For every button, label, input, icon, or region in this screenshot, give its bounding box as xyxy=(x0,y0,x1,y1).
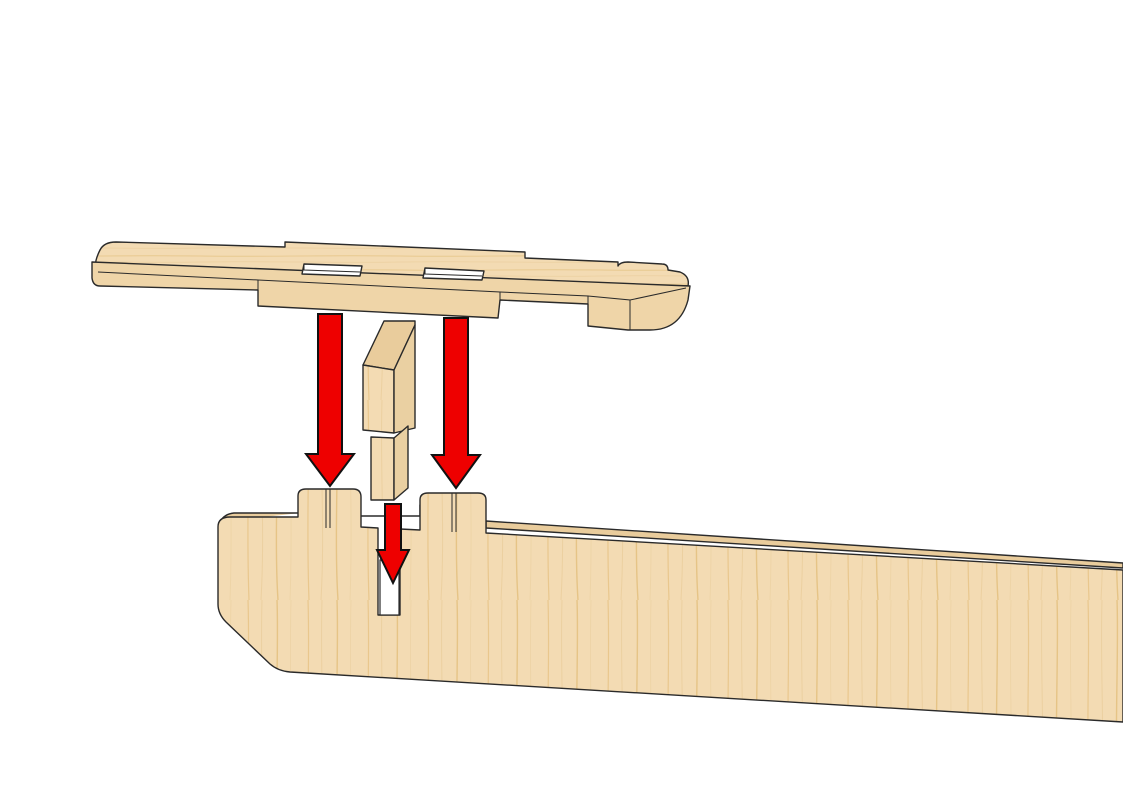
crossbar-slot-2 xyxy=(422,267,485,281)
crossbar xyxy=(91,241,691,331)
side-panel-face xyxy=(217,488,1123,723)
slot-1-inner xyxy=(303,264,361,273)
arrow-key xyxy=(375,503,411,586)
arrow-right xyxy=(430,317,482,490)
key-face-lower xyxy=(370,436,395,501)
slot-2-inner xyxy=(424,268,483,277)
side-panel xyxy=(217,488,1123,723)
arrow-left xyxy=(304,313,356,488)
crossbar-edge-5 xyxy=(629,287,687,301)
locking-key xyxy=(362,320,416,501)
key-side-upper xyxy=(393,324,416,434)
key-face-upper xyxy=(362,364,395,434)
key-side-lower xyxy=(393,425,409,501)
crossbar-slot-1 xyxy=(301,263,363,277)
